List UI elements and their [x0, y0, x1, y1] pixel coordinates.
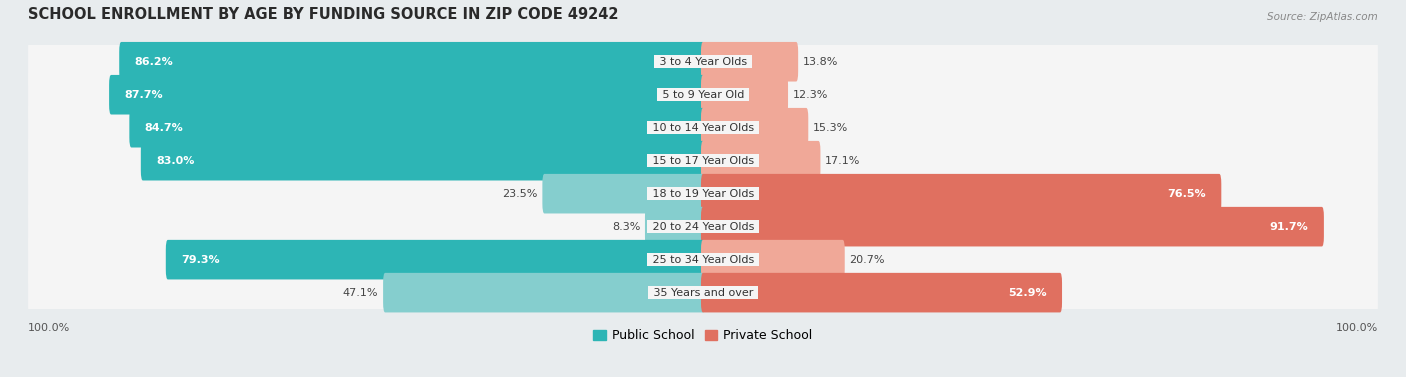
- FancyBboxPatch shape: [28, 65, 1378, 124]
- Text: 100.0%: 100.0%: [1336, 323, 1378, 333]
- Text: 23.5%: 23.5%: [502, 188, 537, 199]
- Text: 79.3%: 79.3%: [181, 254, 219, 265]
- Text: 86.2%: 86.2%: [135, 57, 173, 67]
- FancyBboxPatch shape: [110, 75, 704, 115]
- FancyBboxPatch shape: [702, 207, 1324, 247]
- FancyBboxPatch shape: [702, 108, 808, 147]
- Text: SCHOOL ENROLLMENT BY AGE BY FUNDING SOURCE IN ZIP CODE 49242: SCHOOL ENROLLMENT BY AGE BY FUNDING SOUR…: [28, 7, 619, 22]
- FancyBboxPatch shape: [129, 108, 704, 147]
- FancyBboxPatch shape: [702, 174, 1222, 213]
- Text: 20.7%: 20.7%: [849, 254, 884, 265]
- FancyBboxPatch shape: [28, 164, 1378, 223]
- Text: 18 to 19 Year Olds: 18 to 19 Year Olds: [648, 188, 758, 199]
- Text: 10 to 14 Year Olds: 10 to 14 Year Olds: [648, 123, 758, 133]
- Text: 17.1%: 17.1%: [825, 156, 860, 166]
- Text: 3 to 4 Year Olds: 3 to 4 Year Olds: [655, 57, 751, 67]
- Text: 87.7%: 87.7%: [125, 90, 163, 100]
- Text: 5 to 9 Year Old: 5 to 9 Year Old: [658, 90, 748, 100]
- Text: 47.1%: 47.1%: [343, 288, 378, 298]
- FancyBboxPatch shape: [702, 42, 799, 81]
- FancyBboxPatch shape: [702, 240, 845, 279]
- FancyBboxPatch shape: [28, 197, 1378, 256]
- Text: 15 to 17 Year Olds: 15 to 17 Year Olds: [648, 156, 758, 166]
- Text: 12.3%: 12.3%: [793, 90, 828, 100]
- Text: 84.7%: 84.7%: [145, 123, 184, 133]
- Legend: Public School, Private School: Public School, Private School: [593, 329, 813, 342]
- FancyBboxPatch shape: [702, 141, 821, 181]
- FancyBboxPatch shape: [28, 263, 1378, 322]
- Text: 8.3%: 8.3%: [612, 222, 640, 232]
- FancyBboxPatch shape: [120, 42, 704, 81]
- Text: 100.0%: 100.0%: [28, 323, 70, 333]
- Text: 52.9%: 52.9%: [1008, 288, 1046, 298]
- FancyBboxPatch shape: [382, 273, 704, 313]
- Text: 13.8%: 13.8%: [803, 57, 838, 67]
- FancyBboxPatch shape: [28, 131, 1378, 190]
- Text: 20 to 24 Year Olds: 20 to 24 Year Olds: [648, 222, 758, 232]
- FancyBboxPatch shape: [28, 98, 1378, 157]
- Text: 76.5%: 76.5%: [1167, 188, 1206, 199]
- Text: 83.0%: 83.0%: [156, 156, 194, 166]
- Text: Source: ZipAtlas.com: Source: ZipAtlas.com: [1267, 12, 1378, 22]
- FancyBboxPatch shape: [645, 207, 704, 247]
- FancyBboxPatch shape: [702, 75, 787, 115]
- FancyBboxPatch shape: [28, 32, 1378, 91]
- FancyBboxPatch shape: [543, 174, 704, 213]
- Text: 35 Years and over: 35 Years and over: [650, 288, 756, 298]
- FancyBboxPatch shape: [28, 230, 1378, 289]
- Text: 25 to 34 Year Olds: 25 to 34 Year Olds: [648, 254, 758, 265]
- FancyBboxPatch shape: [141, 141, 704, 181]
- FancyBboxPatch shape: [702, 273, 1062, 313]
- FancyBboxPatch shape: [166, 240, 704, 279]
- Text: 15.3%: 15.3%: [813, 123, 848, 133]
- Text: 91.7%: 91.7%: [1270, 222, 1309, 232]
